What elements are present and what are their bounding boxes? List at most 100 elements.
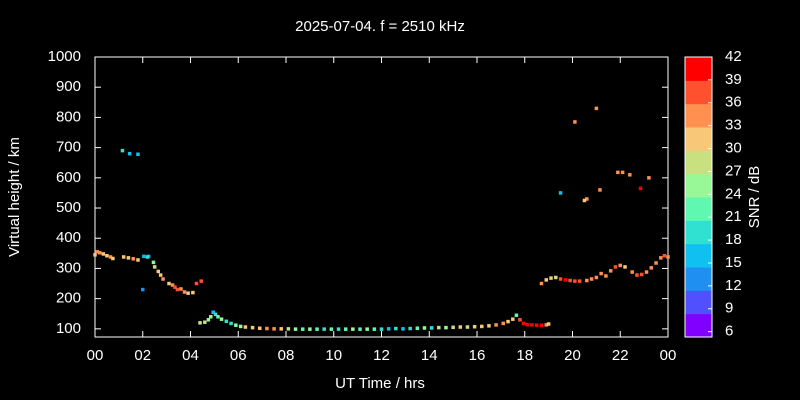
data-point (521, 321, 526, 326)
data-point (194, 281, 199, 286)
data-point (623, 265, 627, 269)
colorbar-band (685, 243, 712, 268)
colorbar-band (685, 290, 712, 315)
y-tick-label: 800 (56, 108, 81, 125)
data-point (558, 191, 563, 195)
data-point (186, 291, 190, 295)
chart-title: 2025-07-04. f = 2510 kHz (295, 18, 465, 35)
data-point (286, 327, 291, 331)
data-point (585, 197, 589, 201)
data-point (142, 254, 146, 259)
data-point (487, 324, 491, 328)
data-point (451, 325, 455, 330)
x-tick-label: 10 (325, 347, 342, 364)
data-point (518, 318, 522, 322)
data-point (265, 326, 269, 331)
data-point (158, 273, 163, 277)
y-tick-label: 400 (56, 229, 81, 246)
data-point (558, 277, 563, 281)
data-point (213, 312, 218, 317)
data-point (379, 327, 384, 331)
data-point (506, 319, 510, 324)
data-point (401, 327, 405, 331)
data-point (111, 256, 115, 261)
data-point (191, 290, 195, 295)
x-tick-label: 00 (660, 347, 677, 364)
data-point (437, 325, 441, 330)
data-point (315, 327, 319, 331)
colorbar-band (685, 103, 712, 128)
data-point (422, 326, 427, 330)
data-point (219, 317, 224, 321)
colorbar-band (685, 57, 712, 81)
y-tick-label: 1000 (48, 48, 81, 65)
data-point (589, 277, 594, 281)
data-point (530, 323, 534, 327)
x-tick-label: 02 (134, 347, 151, 364)
data-point (639, 272, 644, 277)
data-point (620, 170, 625, 175)
data-point (616, 170, 620, 175)
data-point (662, 253, 667, 258)
colorbar-band (685, 173, 712, 198)
colorbar-band (685, 313, 712, 338)
y-tick-label: 300 (56, 259, 81, 276)
x-axis-label: UT Time / hrs (335, 375, 425, 392)
data-point (152, 265, 157, 269)
data-point (203, 320, 207, 324)
data-point (573, 120, 577, 124)
data-point (141, 287, 145, 292)
data-point (408, 326, 412, 331)
data-point (131, 257, 135, 261)
colorbar-band (685, 127, 712, 151)
data-point (649, 266, 654, 270)
data-point (127, 151, 132, 156)
data-point (501, 321, 506, 326)
colorbar-tick-label: 12 (725, 277, 742, 294)
colorbar-tick-label: 30 (725, 140, 742, 157)
y-tick-label: 200 (56, 290, 81, 307)
colorbar-band (685, 220, 712, 245)
data-point (458, 325, 463, 329)
data-point (95, 250, 100, 254)
data-point (386, 327, 391, 331)
data-point (156, 269, 161, 274)
data-point (308, 327, 312, 331)
colorbar-tick-label: 42 (725, 48, 742, 65)
data-point (525, 322, 529, 327)
colorbar-tick-label: 6 (725, 323, 733, 340)
data-point (336, 327, 341, 331)
data-point (465, 325, 470, 329)
data-point (666, 255, 670, 259)
data-point (638, 186, 643, 191)
data-point (108, 255, 113, 259)
data-point (544, 278, 548, 282)
data-point (211, 310, 215, 314)
data-point (654, 261, 658, 265)
data-point (544, 323, 548, 327)
data-point (594, 106, 599, 111)
data-point (93, 253, 97, 257)
data-point (293, 327, 298, 331)
data-point (659, 256, 663, 260)
data-point (647, 176, 651, 180)
data-point (175, 287, 180, 292)
data-point (585, 278, 589, 283)
data-point (98, 250, 102, 255)
y-tick-label: 900 (56, 78, 81, 95)
x-tick-label: 04 (182, 347, 199, 364)
data-point (216, 315, 220, 319)
colorbar-frame (684, 56, 713, 338)
data-point (120, 148, 125, 153)
y-tick-label: 600 (56, 169, 81, 186)
data-point (136, 152, 140, 157)
data-point (635, 273, 639, 277)
data-point (554, 275, 558, 280)
data-point (618, 263, 622, 268)
colorbar-tick-label: 24 (725, 185, 742, 202)
data-point (173, 285, 177, 289)
data-point (534, 323, 539, 327)
data-point (539, 323, 544, 327)
colorbar-tick-label: 21 (725, 208, 742, 225)
data-point (494, 323, 498, 327)
